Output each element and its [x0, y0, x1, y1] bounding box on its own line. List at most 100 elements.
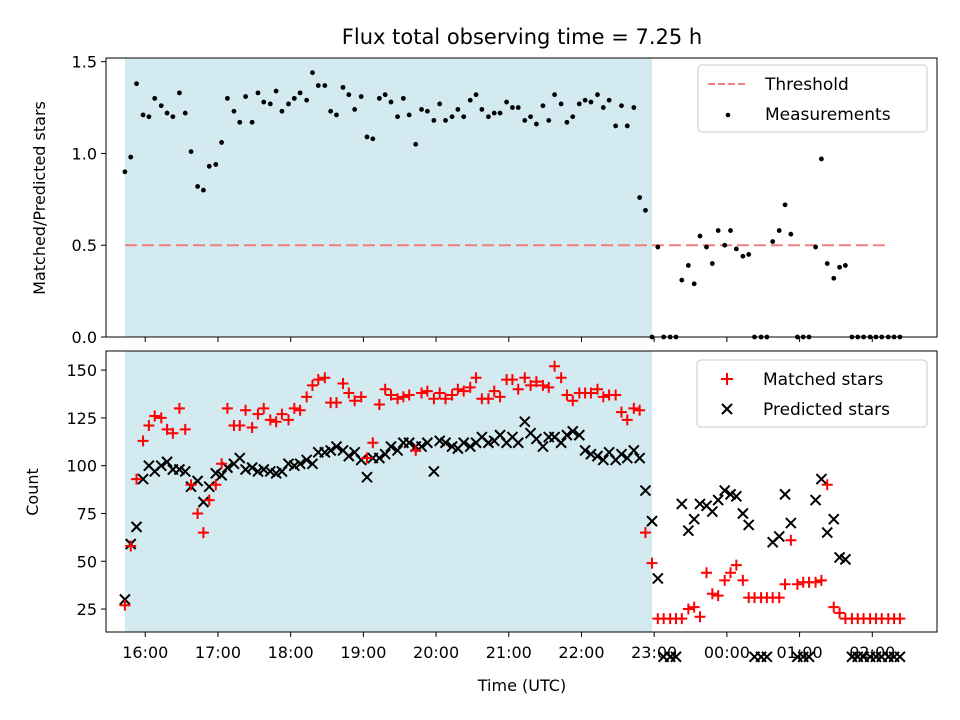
- measurement-point: [479, 106, 485, 112]
- matched-star-point: [634, 404, 646, 416]
- measurement-point: [249, 119, 255, 125]
- matched-star-point: [682, 603, 694, 615]
- matched-star-point: [221, 402, 233, 414]
- matched-star-point: [621, 414, 633, 426]
- predicted-star-point: [197, 496, 210, 508]
- measurement-point: [370, 136, 376, 142]
- matched-star-point: [392, 393, 404, 405]
- measurement-point: [340, 84, 346, 90]
- matched-star-point: [343, 387, 355, 399]
- measurement-point: [837, 264, 842, 270]
- matched-star-point: [543, 381, 555, 393]
- matched-star-point: [773, 592, 785, 604]
- measurement-point: [437, 101, 443, 107]
- matched-star-point: [719, 574, 731, 586]
- measurement-point: [146, 114, 152, 120]
- measurement-point: [486, 114, 491, 120]
- matched-star-point: [294, 404, 306, 416]
- predicted-star-point: [646, 515, 658, 527]
- measurement-point: [740, 253, 746, 259]
- top-panel: 0.0 0.5 1.0 1.5 Matched/Predicted stars Thr…: [30, 53, 938, 347]
- matched-star-point: [482, 393, 494, 405]
- x-tick-label: 22:00: [558, 643, 604, 662]
- measurement-point: [182, 110, 188, 116]
- measurement-point: [722, 242, 728, 248]
- measurement-point: [515, 105, 521, 110]
- matched-star-point: [537, 379, 549, 391]
- predicted-stars-points: [119, 416, 906, 663]
- measurement-point: [819, 156, 824, 162]
- measurement-point: [177, 90, 182, 96]
- predicted-star-point: [137, 473, 149, 485]
- measurement-point: [225, 95, 230, 101]
- measurement-point: [334, 112, 339, 118]
- predicted-star-point: [761, 651, 773, 663]
- measurement-point: [134, 81, 139, 87]
- predicted-star-point: [809, 494, 822, 506]
- predicted-star-point: [785, 517, 797, 529]
- predicted-star-point: [306, 458, 319, 470]
- measurement-point: [624, 123, 630, 129]
- measurement-point: [473, 92, 479, 98]
- measurement-point: [691, 281, 697, 287]
- predicted-star-point: [718, 484, 731, 497]
- measurement-point: [746, 252, 752, 257]
- matched-star-point: [470, 372, 482, 384]
- measurement-point: [358, 94, 364, 99]
- matched-star-point: [361, 452, 373, 464]
- legend-measurements-swatch: [725, 112, 731, 118]
- matched-star-point: [330, 397, 342, 409]
- measurement-point: [291, 95, 297, 101]
- top-y-ticks: 0.0 0.5 1.0 1.5: [72, 53, 106, 347]
- matched-star-point: [203, 494, 215, 506]
- predicted-star-point: [688, 513, 700, 525]
- legend-measurements-label: Measurements: [765, 105, 891, 125]
- matched-star-point: [125, 540, 137, 552]
- measurement-point: [491, 110, 497, 116]
- matched-star-point: [597, 391, 609, 403]
- measurement-point: [600, 105, 606, 110]
- predicted-star-point: [246, 461, 258, 474]
- measurement-point: [213, 162, 219, 167]
- matched-star-point: [506, 374, 518, 386]
- y-tick-label: 125: [66, 409, 97, 428]
- measurement-point: [467, 97, 473, 103]
- predicted-star-point: [737, 507, 749, 520]
- measurement-point: [152, 95, 158, 101]
- matched-star-point: [591, 383, 603, 395]
- matched-star-point: [282, 414, 294, 426]
- matched-star-point: [197, 527, 209, 539]
- predicted-star-point: [579, 444, 591, 457]
- measurement-point: [788, 231, 794, 237]
- predicted-star-point: [155, 459, 167, 472]
- matched-star-point: [525, 379, 537, 391]
- predicted-star-point: [512, 437, 524, 449]
- matched-star-point: [530, 376, 542, 388]
- measurement-point: [679, 277, 685, 283]
- x-tick-label: 00:00: [704, 643, 750, 662]
- measurement-point: [831, 275, 837, 281]
- matched-star-point: [367, 437, 379, 449]
- matched-star-point: [712, 590, 724, 602]
- predicted-star-point: [379, 448, 391, 460]
- predicted-star-point: [294, 458, 306, 470]
- predicted-star-point: [258, 463, 270, 476]
- matched-star-point: [694, 611, 706, 623]
- predicted-star-point: [119, 593, 131, 606]
- matched-star-point: [512, 383, 524, 395]
- predicted-star-point: [161, 456, 173, 468]
- measurement-point: [352, 106, 358, 112]
- measurement-point: [400, 95, 406, 101]
- measurement-point: [279, 108, 285, 114]
- measurement-point: [637, 195, 643, 200]
- matched-star-point: [555, 372, 567, 384]
- y-tick-label: 50: [77, 552, 97, 571]
- measurement-point: [382, 92, 388, 98]
- matched-star-point: [403, 389, 415, 401]
- measurement-point: [655, 244, 661, 250]
- top-x-ticks: [144, 337, 873, 342]
- measurement-point: [219, 140, 224, 145]
- measurement-point: [413, 141, 419, 147]
- x-tick-label: 16:00: [122, 643, 168, 662]
